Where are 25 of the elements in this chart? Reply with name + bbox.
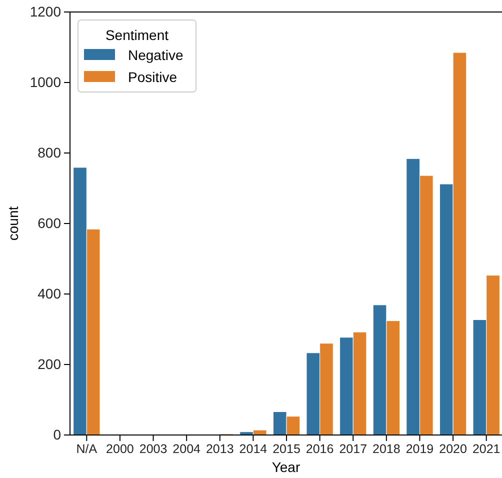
- y-axis-title: count: [5, 206, 21, 241]
- y-tick-label: 1200: [30, 3, 62, 20]
- x-tick-label: 2014: [239, 442, 268, 456]
- y-tick-label: 400: [38, 285, 62, 302]
- legend-title: Sentiment: [105, 27, 169, 43]
- x-tick-label: 2015: [272, 442, 300, 456]
- y-tick-label: 800: [38, 144, 62, 160]
- x-tick-label: N/A: [76, 442, 98, 456]
- y-tick-label: 0: [53, 426, 62, 442]
- y-tick-label: 600: [38, 214, 62, 231]
- legend-label: Positive: [128, 69, 178, 85]
- x-tick-label: 2013: [206, 442, 234, 456]
- x-tick-label: 2004: [172, 442, 201, 456]
- y-tick-label: 1000: [30, 74, 62, 90]
- y-tick-label: 200: [38, 356, 62, 372]
- x-tick-label: 2018: [372, 442, 400, 456]
- x-tick-label: 2020: [439, 442, 467, 456]
- x-tick-label: 2003: [139, 442, 168, 456]
- x-axis-title: Year: [272, 459, 300, 475]
- x-tick-label: 2017: [339, 442, 368, 456]
- legend-label: Negative: [128, 47, 184, 63]
- x-tick-label: 2000: [106, 442, 134, 456]
- x-tick-label: 2019: [406, 442, 434, 456]
- x-tick-label: 2021: [472, 442, 500, 456]
- x-tick-label: 2016: [306, 442, 334, 456]
